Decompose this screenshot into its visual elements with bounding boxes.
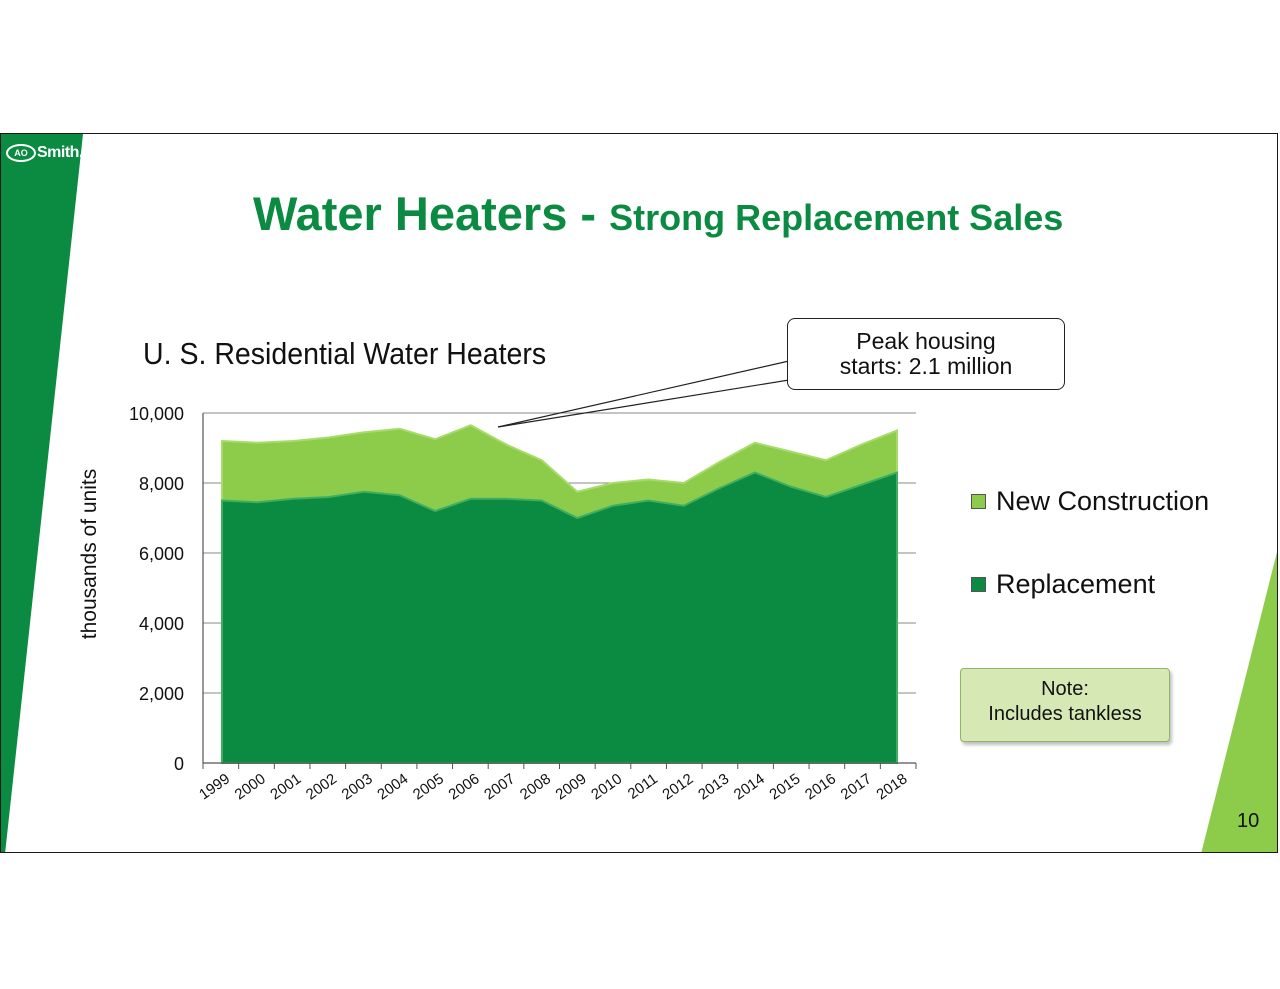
y-tick-label: 2,000: [139, 684, 184, 704]
logo-wordmark: Smith.: [37, 144, 83, 161]
slide: AO Smith. Water Heaters - Strong Replace…: [0, 133, 1278, 853]
x-tick-label: 2004: [374, 770, 411, 803]
legend-item-replacement: Replacement: [971, 569, 1155, 600]
x-tick-label: 2005: [410, 770, 447, 803]
legend-swatch-replacement: [971, 577, 986, 592]
peak-housing-callout: Peak housing starts: 2.1 million: [787, 318, 1065, 390]
x-tick-label: 2013: [695, 770, 732, 803]
y-axis-label: thousands of units: [78, 469, 101, 639]
company-logo: AO Smith.: [6, 144, 83, 162]
x-tick-label: 2000: [232, 770, 269, 803]
title-subtitle: Strong Replacement Sales: [609, 197, 1064, 238]
x-tick-label: 2016: [802, 770, 839, 803]
x-tick-label: 2018: [873, 770, 910, 803]
x-tick-label: 2007: [481, 770, 518, 803]
legend-label-new-construction: New Construction: [996, 486, 1210, 516]
x-tick-label: 2008: [517, 770, 554, 803]
note-heading: Note:: [1041, 678, 1089, 700]
callout-pointer-upper: [497, 360, 790, 428]
slide-decoration: [1, 134, 1277, 852]
area-chart: 02,0004,0006,0008,00010,0001999200020012…: [78, 360, 917, 803]
x-tick-label: 2017: [838, 770, 875, 803]
note-text: Includes tankless: [988, 703, 1142, 725]
y-tick-label: 0: [174, 754, 184, 774]
callout-pointer-lower: [497, 379, 790, 428]
y-tick-label: 8,000: [139, 474, 184, 494]
title-main: Water Heaters -: [253, 187, 610, 240]
legend-swatch-new-construction: [971, 494, 986, 509]
x-tick-label: 2014: [731, 770, 768, 803]
x-tick-label: 2009: [553, 770, 590, 803]
chart-areas: [221, 424, 898, 764]
right-accent-band: [1201, 551, 1277, 852]
callout-line-1: Peak housing: [856, 328, 996, 354]
page-number: 10: [1237, 810, 1260, 832]
x-tick-label: 1999: [196, 770, 233, 803]
left-accent-band: [1, 134, 83, 852]
x-tick-label: 2012: [659, 770, 696, 803]
x-tick-label: 2011: [625, 770, 661, 802]
x-tick-label: 2002: [303, 770, 340, 803]
y-tick-label: 4,000: [139, 614, 184, 634]
x-tick-label: 2003: [339, 770, 376, 803]
x-tick-label: 2015: [766, 770, 803, 803]
callout-line-2: starts: 2.1 million: [839, 353, 1013, 379]
y-tick-label: 10,000: [129, 404, 184, 424]
x-tick-label: 2006: [446, 770, 483, 803]
legend-label-replacement: Replacement: [996, 569, 1156, 599]
x-tick-label: 2001: [267, 770, 304, 803]
logo-mark-icon: AO: [6, 144, 36, 162]
note-box: Note: Includes tankless: [960, 668, 1170, 742]
area-replacement: [221, 471, 898, 764]
chart-title: U. S. Residential Water Heaters: [143, 336, 547, 371]
slide-title: Water Heaters - Strong Replacement Sales: [253, 186, 1063, 241]
y-tick-label: 6,000: [139, 544, 184, 564]
x-tick-label: 2010: [588, 770, 625, 803]
legend-item-new-construction: New Construction: [971, 486, 1209, 517]
